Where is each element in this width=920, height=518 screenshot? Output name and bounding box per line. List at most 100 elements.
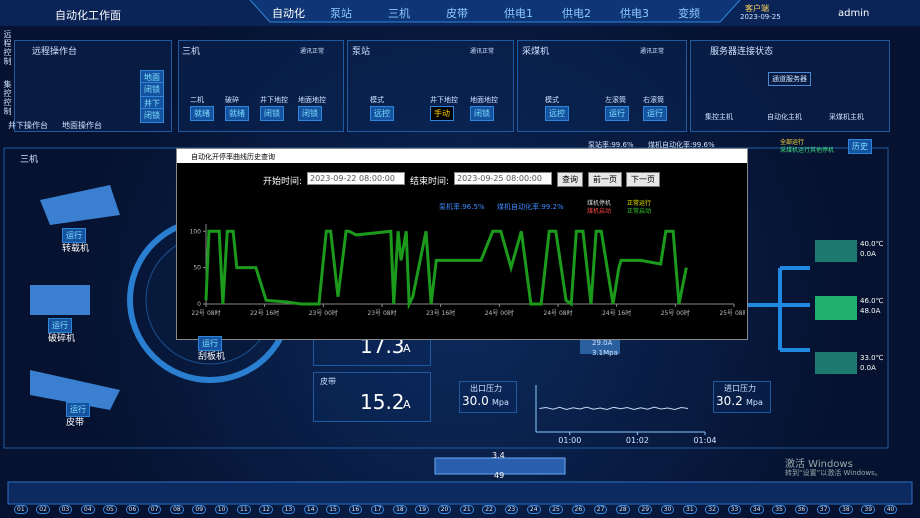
- history-button[interactable]: 历史: [848, 139, 872, 154]
- support-number[interactable]: 16: [348, 505, 363, 514]
- support-number[interactable]: 31: [683, 505, 697, 514]
- next-button[interactable]: 下一页: [626, 172, 660, 187]
- start-label: 开始时间:: [263, 177, 303, 187]
- support-number[interactable]: 04: [80, 505, 95, 514]
- user-name[interactable]: admin: [838, 8, 870, 19]
- motor-icon: [580, 338, 620, 354]
- shearer-position: 3.4: [492, 451, 505, 460]
- support-number[interactable]: 09: [192, 505, 207, 514]
- server-node: 通道服务器: [768, 72, 811, 86]
- support-number[interactable]: 11: [237, 505, 251, 514]
- item-state: 运行: [643, 106, 667, 121]
- side-tab[interactable]: 集控控制: [3, 80, 12, 116]
- support-number[interactable]: 26: [571, 505, 586, 514]
- nav-tab[interactable]: 供电1: [504, 7, 533, 20]
- motor-value: 29.0A: [592, 339, 613, 347]
- support-number[interactable]: 25: [549, 505, 563, 514]
- support-number[interactable]: 39: [861, 505, 876, 514]
- datetime: 2023-09-25: [740, 13, 781, 21]
- machine-icons: [30, 185, 120, 410]
- support-number[interactable]: 28: [616, 505, 630, 514]
- data-line: [539, 406, 689, 410]
- x-tick-label: 24号 08时: [543, 309, 572, 317]
- support-number[interactable]: 37: [816, 505, 831, 514]
- pump-current: 48.0A: [860, 307, 881, 315]
- support-number[interactable]: 38: [839, 505, 853, 514]
- support-number[interactable]: 33: [727, 505, 742, 514]
- support-number[interactable]: 05: [103, 505, 117, 514]
- pump-temp: 40.0℃: [860, 240, 884, 248]
- current-box: [313, 372, 431, 422]
- pressure-value: 30.0: [462, 394, 489, 408]
- support-number[interactable]: 29: [638, 505, 653, 514]
- nav-tab[interactable]: 自动化: [272, 7, 305, 20]
- app-title: 自动化工作面: [55, 9, 121, 22]
- nav-tab[interactable]: 皮带: [446, 7, 468, 20]
- support-number[interactable]: 24: [526, 505, 541, 514]
- support-number[interactable]: 17: [370, 505, 385, 514]
- support-number[interactable]: 18: [393, 505, 407, 514]
- support-number[interactable]: 13: [281, 505, 296, 514]
- machine-state: 运行: [198, 336, 222, 351]
- start-input[interactable]: 2023-09-22 08:00:00: [307, 172, 405, 185]
- support-number[interactable]: 08: [170, 505, 184, 514]
- machine-name: 破碎机: [48, 334, 76, 344]
- x-tick-label: 22号 08时: [191, 309, 220, 317]
- support-number[interactable]: 07: [147, 505, 162, 514]
- support-number[interactable]: 34: [749, 505, 764, 514]
- history-dialog: 自动化开停率曲线历史查询 开始时间: 2023-09-22 08:00:00 结…: [176, 148, 748, 340]
- dialog-title: 自动化开停率曲线历史查询: [191, 153, 275, 161]
- nav-tab[interactable]: 变频: [678, 7, 700, 20]
- nav-tab[interactable]: 泵站: [330, 7, 352, 20]
- support-number[interactable]: 19: [415, 505, 430, 514]
- support-number[interactable]: 10: [214, 505, 229, 514]
- prev-button[interactable]: 前一页: [588, 172, 622, 187]
- support-number[interactable]: 21: [460, 505, 474, 514]
- shearer-position: 49: [494, 471, 505, 480]
- query-button[interactable]: 查询: [557, 172, 583, 187]
- machine-state: 运行: [62, 228, 86, 243]
- nav-tab[interactable]: 三机: [388, 7, 410, 20]
- end-input[interactable]: 2023-09-25 08:00:00: [454, 172, 552, 185]
- support-number[interactable]: 01: [14, 505, 28, 514]
- nav-tab[interactable]: 供电2: [562, 7, 591, 20]
- shearer-icon: [434, 457, 566, 475]
- item-label: 左滚筒: [605, 96, 626, 104]
- support-number[interactable]: 02: [36, 505, 50, 514]
- status: 通讯正常: [470, 48, 495, 55]
- item-state: 远控: [545, 106, 569, 121]
- pipes: [740, 266, 810, 352]
- pressure-value: 30.2: [716, 394, 743, 408]
- support-number[interactable]: 36: [794, 505, 809, 514]
- machine-state: 运行: [48, 318, 72, 333]
- data-line: [204, 229, 688, 310]
- support-number[interactable]: 40: [883, 505, 898, 514]
- legend-entry: 全部运行: [780, 139, 805, 146]
- support-number[interactable]: 03: [58, 505, 73, 514]
- side-tab[interactable]: 远程控制: [3, 30, 12, 66]
- item-state: 手动: [430, 106, 454, 121]
- support-number[interactable]: 32: [705, 505, 719, 514]
- support-number[interactable]: 20: [437, 505, 452, 514]
- item-state: 远控: [370, 106, 394, 121]
- support-number[interactable]: 14: [303, 505, 318, 514]
- support-number[interactable]: 22: [482, 505, 496, 514]
- support-number[interactable]: 35: [772, 505, 786, 514]
- machine-name: 转载机: [62, 244, 90, 254]
- support-number[interactable]: 12: [259, 505, 273, 514]
- support-number[interactable]: 15: [326, 505, 340, 514]
- machine-name: 刮板机: [198, 352, 226, 362]
- nav-tab[interactable]: 供电3: [620, 7, 649, 20]
- section-title: 三机: [20, 155, 39, 165]
- support-number[interactable]: 30: [660, 505, 675, 514]
- x-tick-label: 01:00: [558, 436, 581, 445]
- client-label: 客户端: [745, 4, 769, 13]
- current-unit: A: [403, 398, 411, 411]
- support-number[interactable]: 23: [504, 505, 519, 514]
- support-bar: [7, 481, 913, 505]
- panel: [690, 40, 890, 132]
- y-tick-label: 100: [190, 228, 202, 235]
- support-number[interactable]: 06: [125, 505, 140, 514]
- support-number[interactable]: 27: [593, 505, 608, 514]
